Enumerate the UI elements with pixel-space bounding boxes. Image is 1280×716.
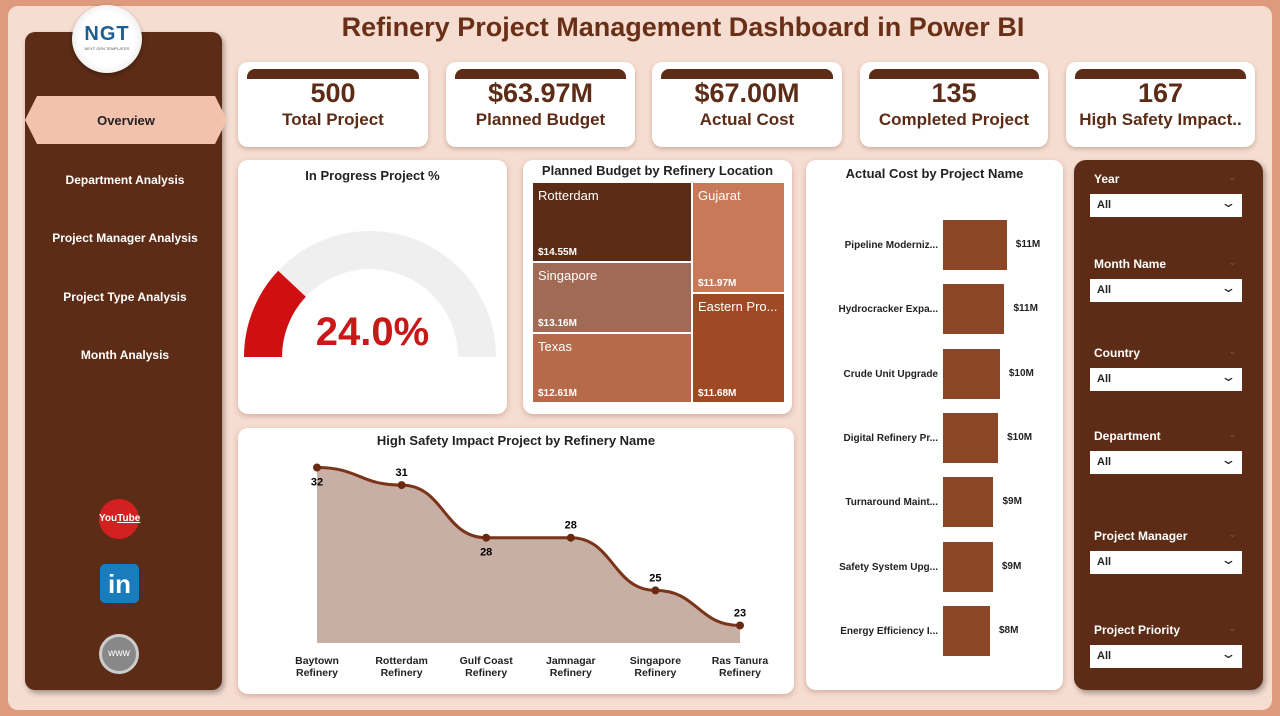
bar-data-label: $9M <box>1001 560 1022 572</box>
slicer-label: Department <box>1094 429 1161 443</box>
bar-label: Energy Efficiency I... <box>840 625 938 637</box>
bar[interactable] <box>943 477 994 528</box>
youtube-icon[interactable]: YouTube <box>99 499 140 539</box>
gauge-title: In Progress Project % <box>305 168 440 183</box>
gauge-value: 24.0% <box>315 310 430 354</box>
bar-chart-panel: Actual Cost by Project Name Pipeline Mod… <box>806 160 1063 690</box>
gauge-panel: In Progress Project % 24.0% <box>238 160 507 414</box>
data-label: 25 <box>649 572 661 584</box>
chevron-down-icon: ⌄ <box>1220 552 1237 567</box>
treemap-panel: Planned Budget by Refinery Location Rott… <box>523 160 792 414</box>
linkedin-icon[interactable]: in <box>100 564 139 603</box>
nav-department-analysis[interactable]: Department Analysis <box>65 173 185 187</box>
bar-label: Safety System Upg... <box>839 561 938 573</box>
area-fill <box>317 467 740 643</box>
kpi-total-project: 500 Total Project <box>238 62 428 147</box>
website-icon[interactable]: www <box>99 634 139 674</box>
slicer-label: Project Manager <box>1094 529 1188 543</box>
slicer-collapse-icon[interactable]: ⌄ <box>1228 346 1236 356</box>
kpi-completed-project: 135 Completed Project <box>860 62 1048 147</box>
slicer-collapse-icon[interactable]: ⌄ <box>1228 172 1236 182</box>
data-point[interactable] <box>736 621 744 630</box>
x-axis-label: Baytown Refinery <box>295 655 339 679</box>
x-axis-label: Ras Tanura Refinery <box>711 655 769 679</box>
gauge-track <box>244 231 496 357</box>
slicer-dropdown[interactable]: All ⌄ <box>1090 279 1242 302</box>
kpi-high-safety-impact: 167 High Safety Impact.. <box>1066 62 1255 147</box>
bar-label: Pipeline Moderniz... <box>844 240 938 251</box>
chevron-down-icon: ⌄ <box>1220 280 1237 295</box>
data-label: 32 <box>311 477 323 489</box>
slicer-collapse-icon[interactable]: ⌄ <box>1228 529 1236 539</box>
slicer-collapse-icon[interactable]: ⌄ <box>1228 623 1236 633</box>
data-label: 28 <box>565 520 577 532</box>
chevron-down-icon: ⌄ <box>1220 195 1237 210</box>
bar-data-label: $9M <box>1002 496 1022 508</box>
slicer-dropdown[interactable]: All ⌄ <box>1090 194 1242 217</box>
data-point[interactable] <box>482 533 491 542</box>
treemap-tile-gujarat[interactable]: Gujarat $11.97M <box>693 183 784 292</box>
page-title: Refinery Project Management Dashboard in… <box>341 12 1025 42</box>
data-point[interactable] <box>397 481 406 490</box>
data-point[interactable] <box>313 463 321 472</box>
area-line <box>316 466 741 627</box>
bar[interactable] <box>943 284 1005 335</box>
slicer-label: Country <box>1094 346 1140 360</box>
treemap-tile-rotterdam[interactable]: Rotterdam $14.55M <box>533 183 691 261</box>
slicer-dropdown[interactable]: All ⌄ <box>1090 368 1242 391</box>
bar-label: Turnaround Maint... <box>845 497 938 509</box>
x-axis-label: Jamnagar Refinery <box>545 655 596 679</box>
bar-data-label: $10M <box>1008 367 1034 379</box>
slicer-label: Year <box>1094 172 1120 186</box>
bar-data-label: $8M <box>998 624 1019 636</box>
kpi-planned-budget: $63.97M Planned Budget <box>446 62 635 147</box>
chevron-down-icon: ⌄ <box>1220 369 1237 384</box>
area-chart-panel: High Safety Impact Project by Refinery N… <box>238 428 794 694</box>
nav-project-manager-analysis[interactable]: Project Manager Analysis <box>52 231 198 245</box>
bar[interactable] <box>943 605 990 656</box>
data-label: 28 <box>480 547 492 559</box>
nav-project-type-analysis[interactable]: Project Type Analysis <box>63 290 187 304</box>
slicer-dropdown[interactable]: All ⌄ <box>1090 451 1242 474</box>
bar-data-label: $10M <box>1007 431 1033 443</box>
slicer-dropdown[interactable]: All ⌄ <box>1090 645 1242 668</box>
data-label: 23 <box>734 607 746 619</box>
data-point[interactable] <box>651 586 660 595</box>
x-axis-label: Rotterdam Refinery <box>375 655 428 679</box>
x-axis-label: Singapore Refinery <box>629 655 682 679</box>
bar-data-label: $11M <box>1015 239 1041 250</box>
nav-month-analysis[interactable]: Month Analysis <box>80 348 170 362</box>
slicer-label: Month Name <box>1094 257 1166 271</box>
ngt-logo: NGT NEXT GEN TEMPLATES <box>72 5 142 73</box>
bar-label: Digital Refinery Pr... <box>843 432 938 444</box>
treemap-tile-eastern[interactable]: Eastern Pro... $11.68M <box>693 294 784 402</box>
chevron-down-icon: ⌄ <box>1220 646 1237 661</box>
bar-label: Crude Unit Upgrade <box>843 368 938 380</box>
x-axis-label: Gulf Coast Refinery <box>459 655 513 679</box>
data-label: 31 <box>395 467 407 479</box>
bar[interactable] <box>943 220 1007 270</box>
slicer-panel: Year ⌄ All ⌄ Month Name ⌄ All ⌄ Country ⌄ Al… <box>1074 160 1263 690</box>
slicer-label: Project Priority <box>1094 623 1181 637</box>
bar-data-label: $11M <box>1013 303 1038 315</box>
slicer-dropdown[interactable]: All ⌄ <box>1090 551 1242 574</box>
gauge-fill <box>244 270 306 357</box>
bar[interactable] <box>943 541 993 592</box>
bar-chart-title: Actual Cost by Project Name <box>845 166 1024 181</box>
treemap-title: Planned Budget by Refinery Location <box>541 163 774 178</box>
data-point[interactable] <box>566 533 575 542</box>
slicer-collapse-icon[interactable]: ⌄ <box>1228 257 1236 267</box>
area-chart-title: High Safety Impact Project by Refinery N… <box>376 433 656 448</box>
nav-overview[interactable]: Overview <box>25 96 227 144</box>
bar[interactable] <box>943 348 1000 399</box>
bar-label: Hydrocracker Expa... <box>838 304 939 316</box>
slicer-collapse-icon[interactable]: ⌄ <box>1228 429 1236 439</box>
treemap-tile-texas[interactable]: Texas $12.61M <box>533 334 691 402</box>
kpi-actual-cost: $67.00M Actual Cost <box>652 62 842 147</box>
treemap-tile-singapore[interactable]: Singapore $13.16M <box>533 263 691 332</box>
chevron-down-icon: ⌄ <box>1220 452 1237 467</box>
bar[interactable] <box>943 412 999 463</box>
